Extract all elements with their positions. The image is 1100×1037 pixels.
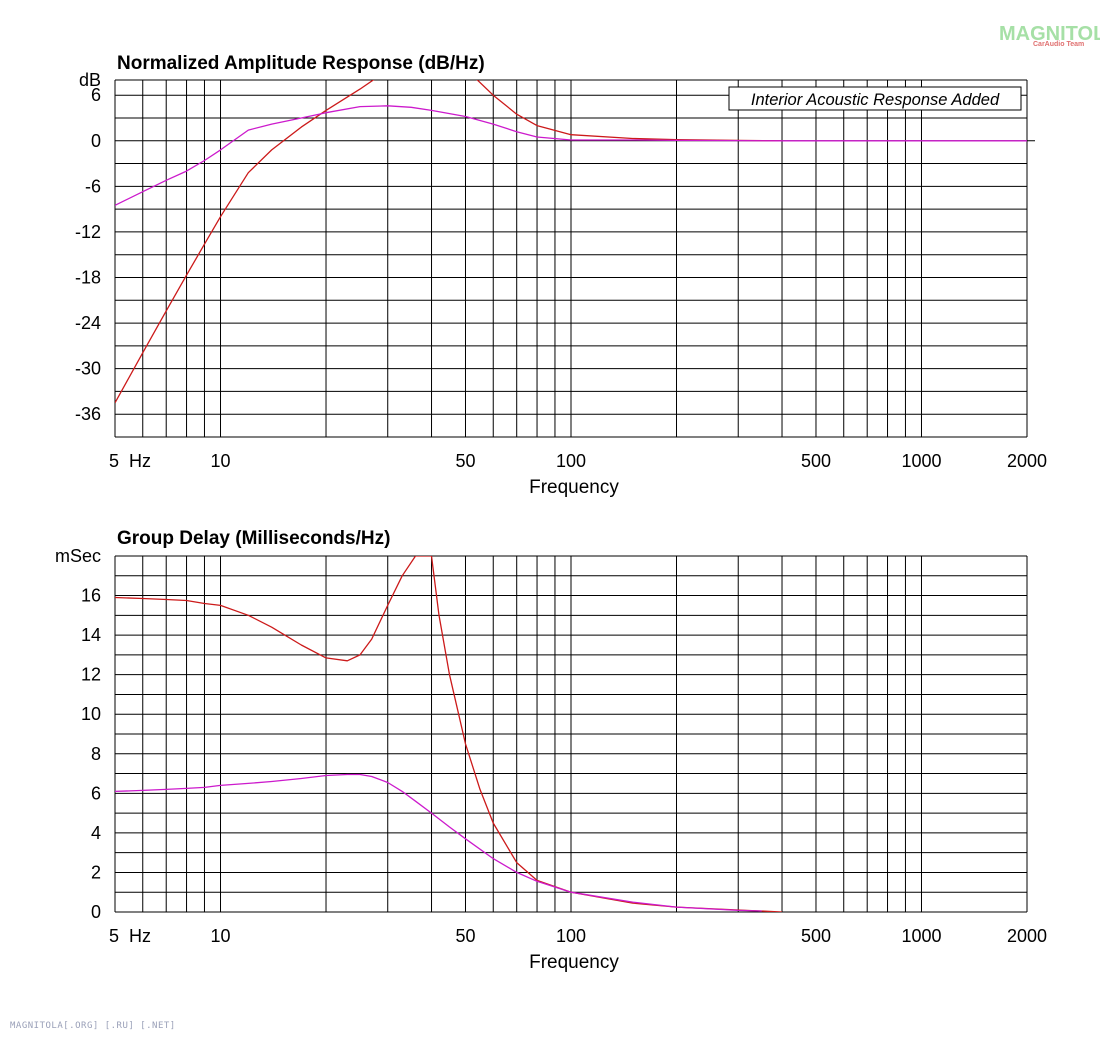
- amplitude-y-tick-label: -36: [75, 404, 101, 424]
- group-delay-x-tick-label: 5 Hz: [109, 926, 151, 946]
- amplitude-y-tick-label: -18: [75, 267, 101, 287]
- watermark-title: MAGNITOLA: [999, 23, 1100, 45]
- amplitude-x-axis-label: Frequency: [529, 477, 619, 498]
- amplitude-y-tick-label: -12: [75, 222, 101, 242]
- group-delay-y-tick-label: 0: [91, 902, 101, 922]
- amplitude-y-tick-label: dB: [79, 70, 101, 90]
- annotation-frame: [728, 86, 1022, 111]
- group-delay-y-tick-label: 12: [81, 665, 101, 685]
- amplitude-x-tick-label: 1000: [901, 451, 941, 471]
- group-delay-x-tick-label: 1000: [901, 926, 941, 946]
- group-delay-y-tick-label: mSec: [55, 546, 101, 566]
- amplitude-x-tick-labels: 5 Hz 10 50 100 500 1000 2000: [109, 451, 1047, 471]
- footer-watermark: MAGNITOLA[.ORG] [.RU] [.NET]: [10, 1021, 176, 1031]
- amplitude-chart: Normalized Amplitude Response (dB/Hz) dB…: [75, 53, 1047, 498]
- amplitude-series-line-2: [115, 105, 1027, 206]
- group-delay-x-tick-label: 10: [210, 926, 230, 946]
- group-delay-series: [115, 556, 783, 912]
- group-delay-y-tick-label: 16: [81, 586, 101, 606]
- amplitude-series-line-1: [115, 80, 783, 404]
- group-delay-x-tick-label: 50: [455, 926, 475, 946]
- group-delay-x-tick-label: 100: [556, 926, 586, 946]
- group-delay-x-tick-label: 2000: [1007, 926, 1047, 946]
- amplitude-x-tick-label: 100: [556, 451, 586, 471]
- amplitude-y-tick-label: -24: [75, 313, 101, 333]
- amplitude-x-tick-label: 500: [801, 451, 831, 471]
- group-delay-y-tick-label: 4: [91, 823, 101, 843]
- annotation-text: Interior Acoustic Response Added: [751, 91, 1000, 109]
- group-delay-y-tick-label: 8: [91, 744, 101, 764]
- watermark-subtitle: CarAudio Team: [1033, 41, 1084, 48]
- group-delay-chart-title: Group Delay (Milliseconds/Hz): [117, 528, 390, 549]
- amplitude-series: [115, 80, 1027, 404]
- group-delay-y-tick-label: 10: [81, 704, 101, 724]
- amplitude-y-tick-label: 0: [91, 131, 101, 151]
- group-delay-gridlines: [114, 555, 1028, 913]
- group-delay-series-line-1: [115, 556, 783, 912]
- group-delay-chart: Group Delay (Milliseconds/Hz) mSec 16 14 12…: [55, 528, 1047, 973]
- amplitude-x-tick-label: 5 Hz: [109, 451, 151, 471]
- amplitude-y-tick-label: 6: [91, 85, 101, 105]
- amplitude-x-tick-label: 2000: [1007, 451, 1047, 471]
- watermark-logo: MAGNITOLA CarAudio Team: [999, 23, 1100, 48]
- amplitude-x-tick-label: 50: [455, 451, 475, 471]
- group-delay-series-line-2: [115, 773, 762, 912]
- amplitude-annotation-box: Interior Acoustic Response Added: [728, 86, 1022, 111]
- amplitude-y-tick-labels: dB6 0 -6 -12 -18 -24 -30 -36: [75, 70, 101, 424]
- group-delay-x-tick-labels: 5 Hz 10 50 100 500 1000 2000: [109, 926, 1047, 946]
- group-delay-y-tick-label: 14: [81, 625, 101, 645]
- group-delay-y-tick-label: 2: [91, 862, 101, 882]
- amplitude-gridlines: [114, 79, 1035, 438]
- amplitude-y-tick-label: -30: [75, 359, 101, 379]
- group-delay-y-tick-labels: mSec 16 14 12 10 8 6 4 2 0: [55, 546, 101, 922]
- group-delay-x-tick-label: 500: [801, 926, 831, 946]
- amplitude-y-tick-label: -6: [85, 176, 101, 196]
- amplitude-x-tick-label: 10: [210, 451, 230, 471]
- amplitude-chart-title: Normalized Amplitude Response (dB/Hz): [117, 53, 485, 74]
- group-delay-y-tick-label: 6: [91, 783, 101, 803]
- group-delay-x-axis-label: Frequency: [529, 952, 619, 973]
